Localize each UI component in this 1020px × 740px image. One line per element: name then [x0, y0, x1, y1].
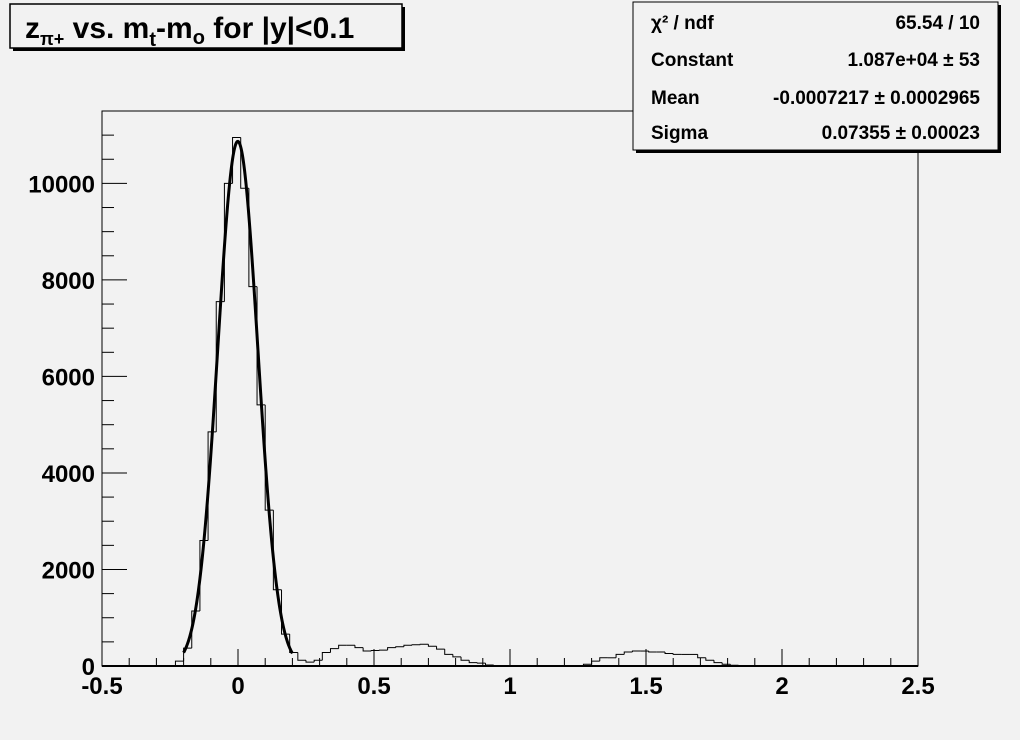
histogram-bin	[672, 653, 682, 655]
histogram-bin	[648, 651, 657, 653]
histogram-bin	[289, 634, 298, 653]
histogram-bin	[191, 610, 200, 649]
plot-area	[101, 110, 919, 667]
x-tick-label: 1	[503, 673, 516, 700]
y-tick-label: 0	[82, 654, 95, 681]
histogram-bin	[705, 657, 714, 661]
histogram-bin	[615, 653, 625, 658]
gaussian-fit-line	[182, 139, 294, 655]
histogram-bin	[362, 647, 372, 652]
histogram-bin	[305, 660, 315, 663]
x-tick-label: 1.5	[629, 673, 662, 700]
histogram-bin	[387, 647, 396, 651]
stat-label-chi2: χ² / ndf	[651, 13, 714, 34]
y-tick-label: 4000	[42, 461, 95, 488]
histogram-bin	[713, 660, 723, 664]
chart-title: zπ+ vs. mt-mo for |y|<0.1	[25, 12, 354, 51]
histogram-bin	[631, 650, 641, 653]
x-tick-label: 0.5	[357, 673, 390, 700]
stat-label-sigma: Sigma	[651, 123, 708, 144]
y-tick-label: 2000	[42, 557, 95, 584]
histogram-bin	[444, 649, 453, 655]
histogram-bin	[354, 645, 364, 649]
histogram-bin	[183, 647, 192, 662]
histogram-bin	[272, 510, 282, 591]
stat-value-sigma: 0.07355 ± 0.00023	[822, 123, 980, 144]
histogram-bin	[338, 644, 347, 649]
histogram-bin	[623, 651, 633, 655]
stat-label-mean: Mean	[651, 88, 700, 109]
fit-curve	[182, 139, 294, 655]
y-tick-label: 8000	[42, 268, 95, 295]
y-tick-label: 10000	[28, 171, 95, 198]
histogram-bin	[599, 657, 608, 662]
stat-label-constant: Constant	[651, 50, 734, 71]
stat-value-constant: 1.087e+04 ± 53	[848, 50, 980, 71]
x-tick-label: 0	[231, 673, 244, 700]
stat-value-chi2: 65.54 / 10	[895, 13, 980, 34]
y-tick-label: 6000	[42, 364, 95, 391]
histogram-bin	[281, 589, 290, 635]
histogram-bin	[427, 644, 437, 647]
plot-frame	[101, 110, 919, 667]
histogram-bin	[436, 646, 445, 650]
histogram-bin	[297, 652, 306, 661]
histogram-bin	[403, 644, 413, 647]
stat-value-mean: -0.0007217 ± 0.0002965	[773, 88, 980, 109]
histogram-bin	[452, 654, 462, 658]
x-tick-label: 2.5	[901, 673, 934, 700]
title-box: zπ+ vs. mt-mo for |y|<0.1	[9, 3, 405, 51]
x-tick-label: -0.5	[81, 673, 122, 700]
histogram-bin	[460, 656, 470, 661]
histogram-bin	[664, 652, 674, 654]
histogram-bin	[395, 646, 404, 648]
histogram-bin	[174, 660, 184, 666]
histogram-bin	[329, 648, 339, 653]
histogram-bin	[697, 654, 706, 659]
histogram-bin	[321, 651, 331, 661]
x-tick-label: 2	[775, 673, 788, 700]
histogram-bin	[468, 660, 478, 664]
stats-box: χ² / ndf 65.54 / 10 Constant 1.087e+04 ±…	[632, 1, 1001, 153]
